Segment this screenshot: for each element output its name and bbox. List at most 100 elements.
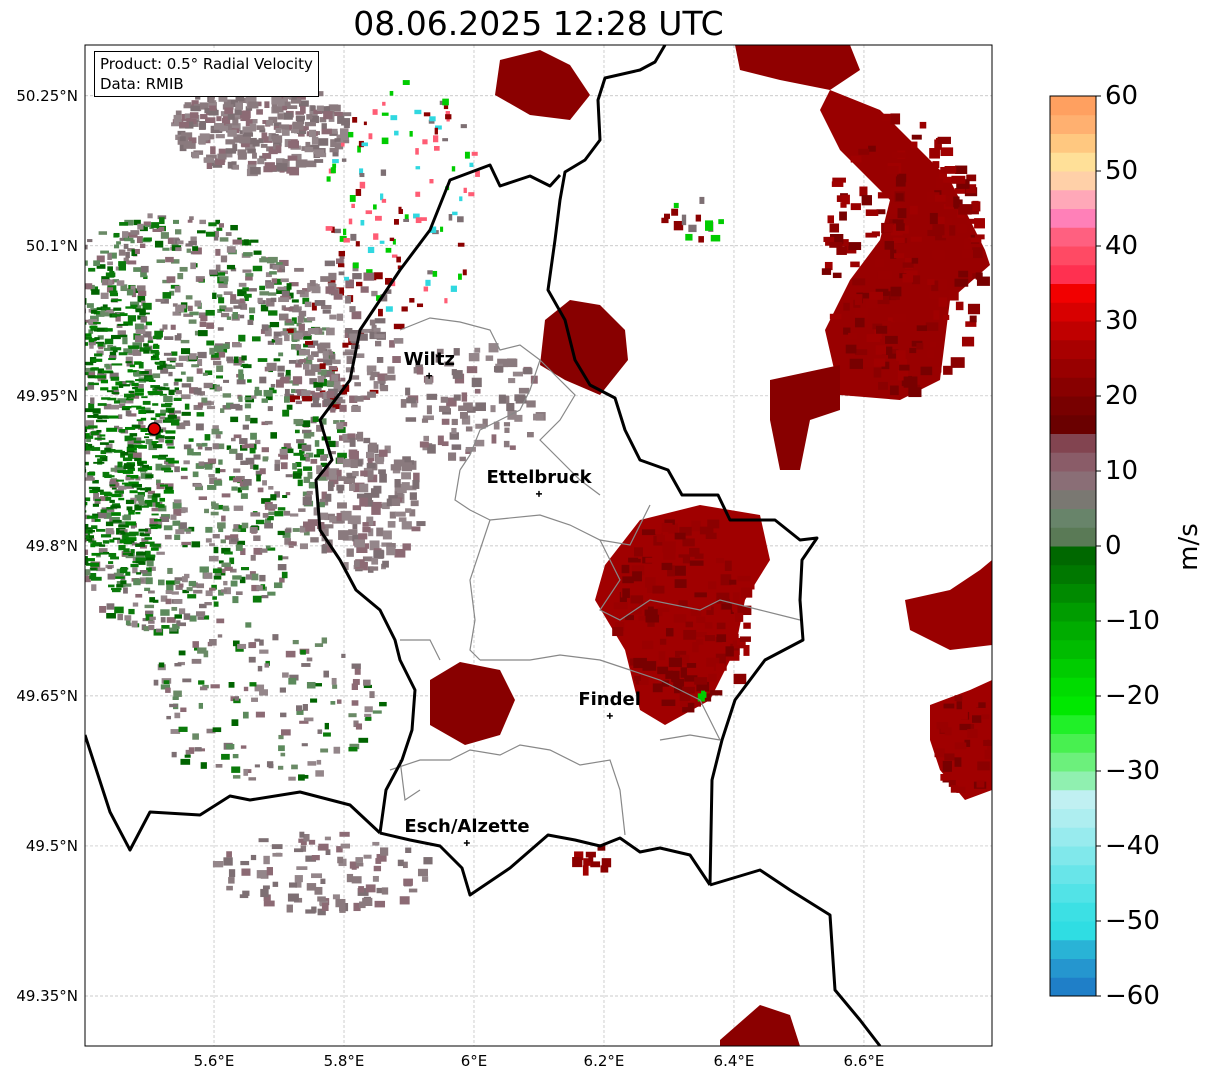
radar-echo-pixel [690,609,702,617]
radar-echo-pixel [141,505,149,508]
colorbar-bin [1050,152,1096,172]
radar-echo-pixel [233,505,244,511]
radar-echo-pixel [944,166,957,174]
radar-echo-pixel [268,149,278,154]
radar-echo-pixel [267,515,274,521]
radar-echo-pixel [235,102,243,110]
radar-echo-pixel [50,470,58,473]
radar-echo-pixel [320,455,327,461]
radar-echo-pixel [265,282,275,289]
radar-echo-pixel [355,559,365,569]
radar-echo-pixel [342,433,352,441]
radar-echo-pixel [151,441,159,444]
radar-echo-pixel [679,698,688,708]
radar-echo-pixel [409,492,417,500]
radar-echo-pixel [359,168,364,175]
radar-echo-pixel [21,458,29,464]
radar-echo-pixel [254,439,261,445]
radar-echo-pixel [85,469,87,473]
radar-echo-pixel [303,343,311,348]
radar-echo-pixel [940,725,947,733]
radar-echo-pixel [468,192,475,197]
radar-echo-pixel [466,366,478,374]
radar-echo-pixel [64,267,68,274]
radar-echo-pixel [983,739,992,746]
radar-echo-pixel [839,211,847,221]
radar-echo-pixel [104,328,113,332]
radar-echo-pixel [152,388,158,391]
radar-echo-pixel [597,844,606,851]
radar-echo-pixel [645,557,654,563]
radar-echo-pixel [278,453,286,457]
radar-echo-pixel [188,319,197,324]
radar-echo-pixel [330,701,336,705]
radar-echo-pixel [156,551,165,555]
radar-echo-pixel [165,462,175,468]
radar-echo-pixel [402,456,411,466]
radar-echo-pixel [321,380,327,387]
radar-echo-pixel [196,368,203,374]
radar-echo-pixel [254,684,265,692]
radar-echo-pixel [181,422,191,426]
radar-echo-pixel [261,447,269,453]
radar-echo-pixel [283,396,290,403]
radar-echo-pixel [41,361,50,368]
radar-echo-pixel [86,438,92,443]
radar-echo-pixel [178,650,186,656]
radar-echo-pixel [70,263,78,268]
radar-echo-pixel [141,371,149,374]
radar-echo-pixel [250,554,256,561]
radar-echo-pixel [944,727,952,736]
radar-echo-pixel [360,470,371,477]
radar-echo-pixel [255,470,262,476]
radar-echo-pixel [238,301,246,306]
radar-echo-pixel [929,212,938,225]
radar-echo-pixel [345,295,351,304]
radar-echo-pixel [110,376,120,381]
radar-echo-pixel [11,445,20,449]
radar-echo-pixel [890,113,901,125]
radar-echo-pixel [216,294,223,298]
radar-echo-pixel [139,570,148,574]
radar-echo-pixel [938,297,948,307]
radar-echo-pixel [638,601,648,610]
radar-echo-pixel [601,858,612,868]
radar-echo-pixel [41,410,50,416]
radar-echo-pixel [94,337,100,341]
radar-echo-pixel [175,362,184,367]
radar-echo-pixel [642,669,656,676]
radar-echo-pixel [333,384,345,392]
radar-echo-pixel [642,661,657,671]
radar-echo-pixel [306,114,313,120]
radar-echo-pixel [260,329,267,334]
radar-echo-pixel [305,340,314,345]
radar-echo-pixel [348,218,353,225]
radar-echo-pixel [85,443,93,448]
radar-echo-pixel [445,111,450,116]
radar-echo-region [720,1005,800,1046]
radar-echo-pixel [45,423,53,429]
radar-echo-pixel [122,231,129,239]
radar-echo-pixel [29,348,38,354]
radar-echo-pixel [144,487,152,493]
radar-echo-pixel [127,468,136,471]
radar-echo-pixel [336,469,342,477]
radar-echo-pixel [741,587,753,598]
radar-echo-pixel [92,542,102,547]
radar-echo-pixel [375,215,382,221]
radar-echo-pixel [20,426,26,429]
radar-echo-pixel [667,565,675,577]
radar-echo-pixel [97,335,104,340]
radar-echo-pixel [173,219,180,224]
radar-echo-pixel [295,159,307,168]
radar-echo-pixel [384,445,391,454]
radar-echo-pixel [267,340,275,345]
radar-echo-pixel [630,588,644,595]
radar-echo-pixel [696,616,706,624]
radar-echo-pixel [865,232,878,238]
radar-echo-pixel [253,250,262,255]
radar-echo-pixel [359,333,368,341]
radar-echo-pixel [282,672,289,678]
radar-echo-pixel [35,423,44,430]
radar-echo-pixel [475,402,486,412]
